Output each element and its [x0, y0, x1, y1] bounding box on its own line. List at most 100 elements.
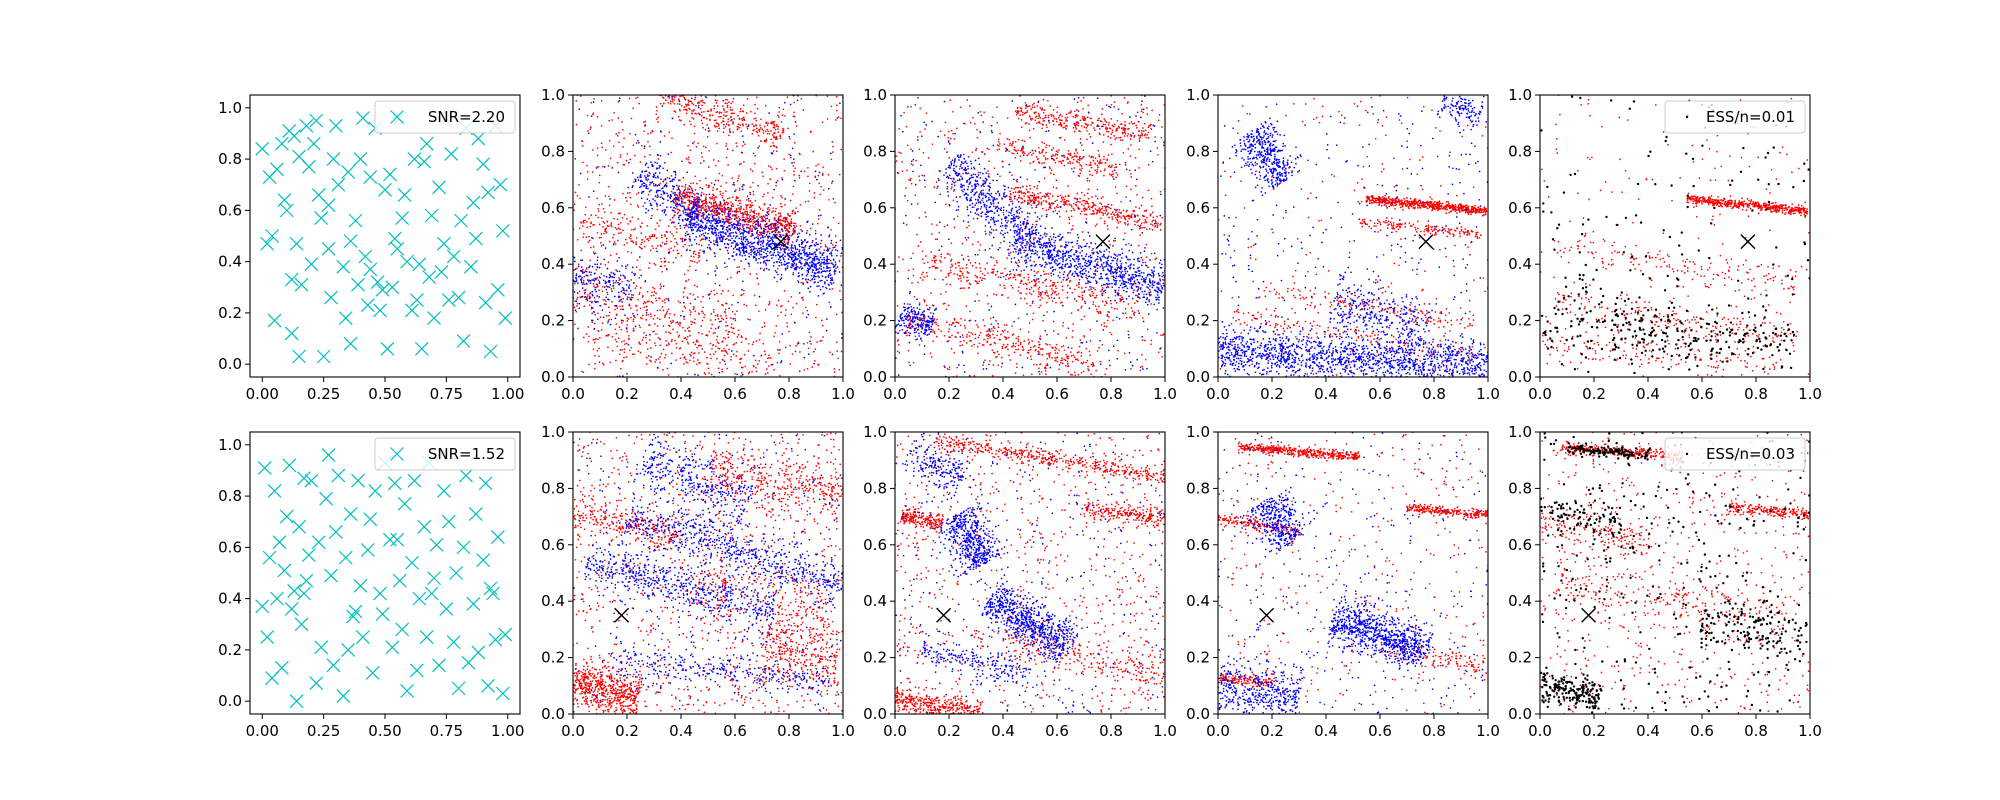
x-tick-label: 0.50	[368, 722, 401, 740]
x-tick-label: 1.0	[831, 385, 855, 403]
x-tick-label: 1.0	[1476, 385, 1500, 403]
y-tick-label: 0.0	[863, 368, 887, 386]
y-tick-label: 0.6	[1186, 199, 1210, 217]
data-point	[457, 335, 470, 348]
data-point	[469, 232, 482, 245]
x-tick-label: 0.6	[1368, 722, 1392, 740]
data-point	[359, 250, 372, 263]
data-point	[322, 242, 335, 255]
x-tick-label: 0.2	[1582, 722, 1606, 740]
y-tick-label: 0.4	[1186, 255, 1210, 273]
data-point	[354, 153, 367, 166]
data-point	[305, 258, 318, 271]
x-tick-label: 0.0	[883, 385, 907, 403]
data-point	[320, 492, 333, 505]
data-point	[364, 263, 377, 276]
data-point	[435, 265, 448, 278]
data-point	[477, 554, 490, 567]
data-points	[573, 431, 843, 715]
y-tick-label: 1.0	[1186, 86, 1210, 104]
data-point	[410, 664, 423, 677]
x-tick-label: 0.6	[1690, 385, 1714, 403]
data-point	[312, 536, 325, 549]
y-tick-label: 0.4	[863, 592, 887, 610]
subplot-row2-col3: 0.0 0.2 0.4 0.6 0.8 1.00.00.20.40.60.81.0	[863, 423, 1177, 740]
data-point	[484, 345, 497, 358]
data-point	[433, 659, 446, 672]
y-tick-label: 0.8	[541, 479, 565, 497]
data-point	[413, 258, 426, 271]
legend: SNR=1.52	[375, 438, 515, 470]
data-point	[285, 327, 298, 340]
data-point	[366, 666, 379, 679]
series-SNR=2.20	[256, 112, 512, 363]
x-tick-label: 1.0	[1153, 722, 1177, 740]
data-point	[322, 199, 335, 212]
subplot-row1-col4: 0.0 0.2 0.4 0.6 0.8 1.00.00.20.40.60.81.0	[1186, 86, 1500, 403]
x-tick-label: 0.8	[1099, 385, 1123, 403]
data-points	[1540, 95, 1811, 374]
data-point	[327, 153, 340, 166]
x-tick-label: 0.2	[937, 385, 961, 403]
data-point	[322, 449, 335, 462]
legend-label: ESS/n=0.01	[1706, 108, 1795, 126]
data-point	[408, 474, 421, 487]
data-point	[268, 314, 281, 327]
x-tick-label: 0.8	[1744, 385, 1768, 403]
x-tick-label: 0.75	[430, 385, 463, 403]
x-tick-label: 0.25	[307, 722, 340, 740]
data-point	[437, 237, 450, 250]
subplot-row1-col1: 0.00 0.25 0.50 0.75 1.000.00.20.40.60.81.0SN…	[218, 95, 524, 403]
x-tick-label: 1.0	[831, 722, 855, 740]
data-point	[290, 237, 303, 250]
y-tick-label: 1.0	[541, 423, 565, 441]
data-point	[447, 636, 460, 649]
data-point	[374, 304, 387, 317]
x-tick-label: 1.00	[491, 722, 524, 740]
data-point	[263, 551, 276, 564]
data-point	[285, 602, 298, 615]
y-tick-label: 0.2	[541, 649, 565, 667]
data-point	[325, 569, 338, 582]
y-tick-label: 0.4	[541, 592, 565, 610]
data-point	[469, 508, 482, 521]
data-point	[420, 631, 433, 644]
data-point	[332, 469, 345, 482]
data-point	[293, 520, 306, 533]
y-tick-label: 0.4	[1186, 592, 1210, 610]
y-tick-label: 0.0	[1508, 368, 1532, 386]
x-tick-label: 0.0	[1528, 722, 1552, 740]
x-tick-label: 0.2	[1582, 385, 1606, 403]
data-point	[325, 291, 338, 304]
plot-area	[256, 112, 512, 363]
legend-marker	[1686, 116, 1688, 118]
data-point	[288, 130, 301, 143]
data-point	[457, 541, 470, 554]
x-tick-label: 0.4	[1636, 722, 1660, 740]
data-point	[386, 281, 399, 294]
data-point	[352, 474, 365, 487]
data-point	[302, 160, 315, 173]
data-point	[398, 188, 411, 201]
x-tick-label: 0.0	[1206, 385, 1230, 403]
data-point	[266, 230, 279, 243]
x-tick-label: 0.0	[883, 722, 907, 740]
data-points	[1217, 431, 1488, 714]
plot-area	[894, 94, 1166, 378]
y-tick-label: 1.0	[541, 86, 565, 104]
x-tick-label: 0.8	[777, 385, 801, 403]
data-point	[315, 641, 328, 654]
y-tick-label: 0.2	[1508, 312, 1532, 330]
data-point	[283, 459, 296, 472]
subplot-row2-col5: 0.0 0.2 0.4 0.6 0.8 1.00.00.20.40.60.81.0ESS/…	[1508, 423, 1822, 740]
data-point	[298, 587, 311, 600]
data-point	[280, 510, 293, 523]
data-point	[491, 531, 504, 544]
y-tick-label: 0.4	[218, 590, 242, 608]
x-tick-label: 1.0	[1798, 385, 1822, 403]
plot-area	[1217, 431, 1489, 714]
data-point	[337, 690, 350, 703]
data-point	[361, 543, 374, 556]
data-point	[261, 237, 274, 250]
